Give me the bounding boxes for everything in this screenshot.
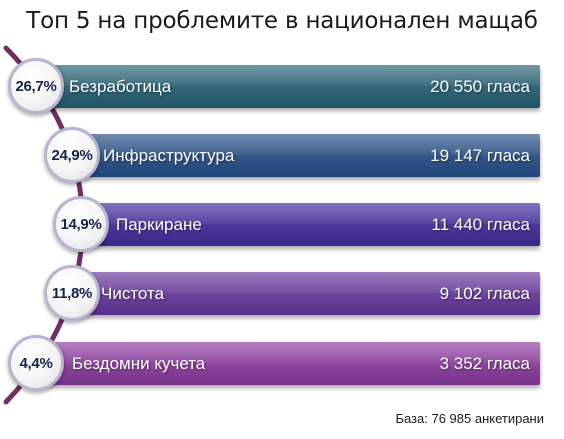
percent-label: 26,7%: [15, 77, 57, 95]
percent-bubble: 26,7%: [8, 58, 64, 114]
bar-row: [36, 342, 540, 385]
bar-row: [36, 65, 540, 108]
bar-label: Паркиране: [116, 215, 202, 234]
percent-label: 24,9%: [51, 146, 93, 164]
bar-votes-label: 20 550 гласа: [430, 77, 530, 96]
bar-label: Инфраструктура: [103, 146, 235, 165]
bar-votes-label: 11 440 гласа: [431, 215, 530, 234]
bar-label: Чистота: [101, 284, 165, 303]
percent-bubble: 24,9%: [44, 127, 100, 183]
bar-label: Безработица: [69, 77, 172, 96]
bar-label: Бездомни кучета: [72, 354, 206, 373]
percent-label: 14,9%: [60, 215, 102, 233]
bar-row: [71, 272, 540, 315]
bar-row: [71, 134, 540, 177]
percent-label: 4,4%: [19, 354, 53, 372]
percent-label: 11,8%: [51, 284, 93, 302]
bar-row: [80, 203, 540, 246]
base-note: База: 76 985 анкетирани: [395, 411, 544, 426]
chart-title: Топ 5 на проблемите в национален мащаб: [26, 8, 538, 34]
bar-votes-label: 3 352 гласа: [439, 354, 530, 373]
percent-bubble: 11,8%: [44, 265, 100, 321]
bar-votes-label: 19 147 гласа: [430, 146, 530, 165]
percent-bubble: 4,4%: [8, 335, 64, 391]
percent-bubble: 14,9%: [53, 196, 109, 252]
bar-votes-label: 9 102 гласа: [439, 284, 530, 303]
